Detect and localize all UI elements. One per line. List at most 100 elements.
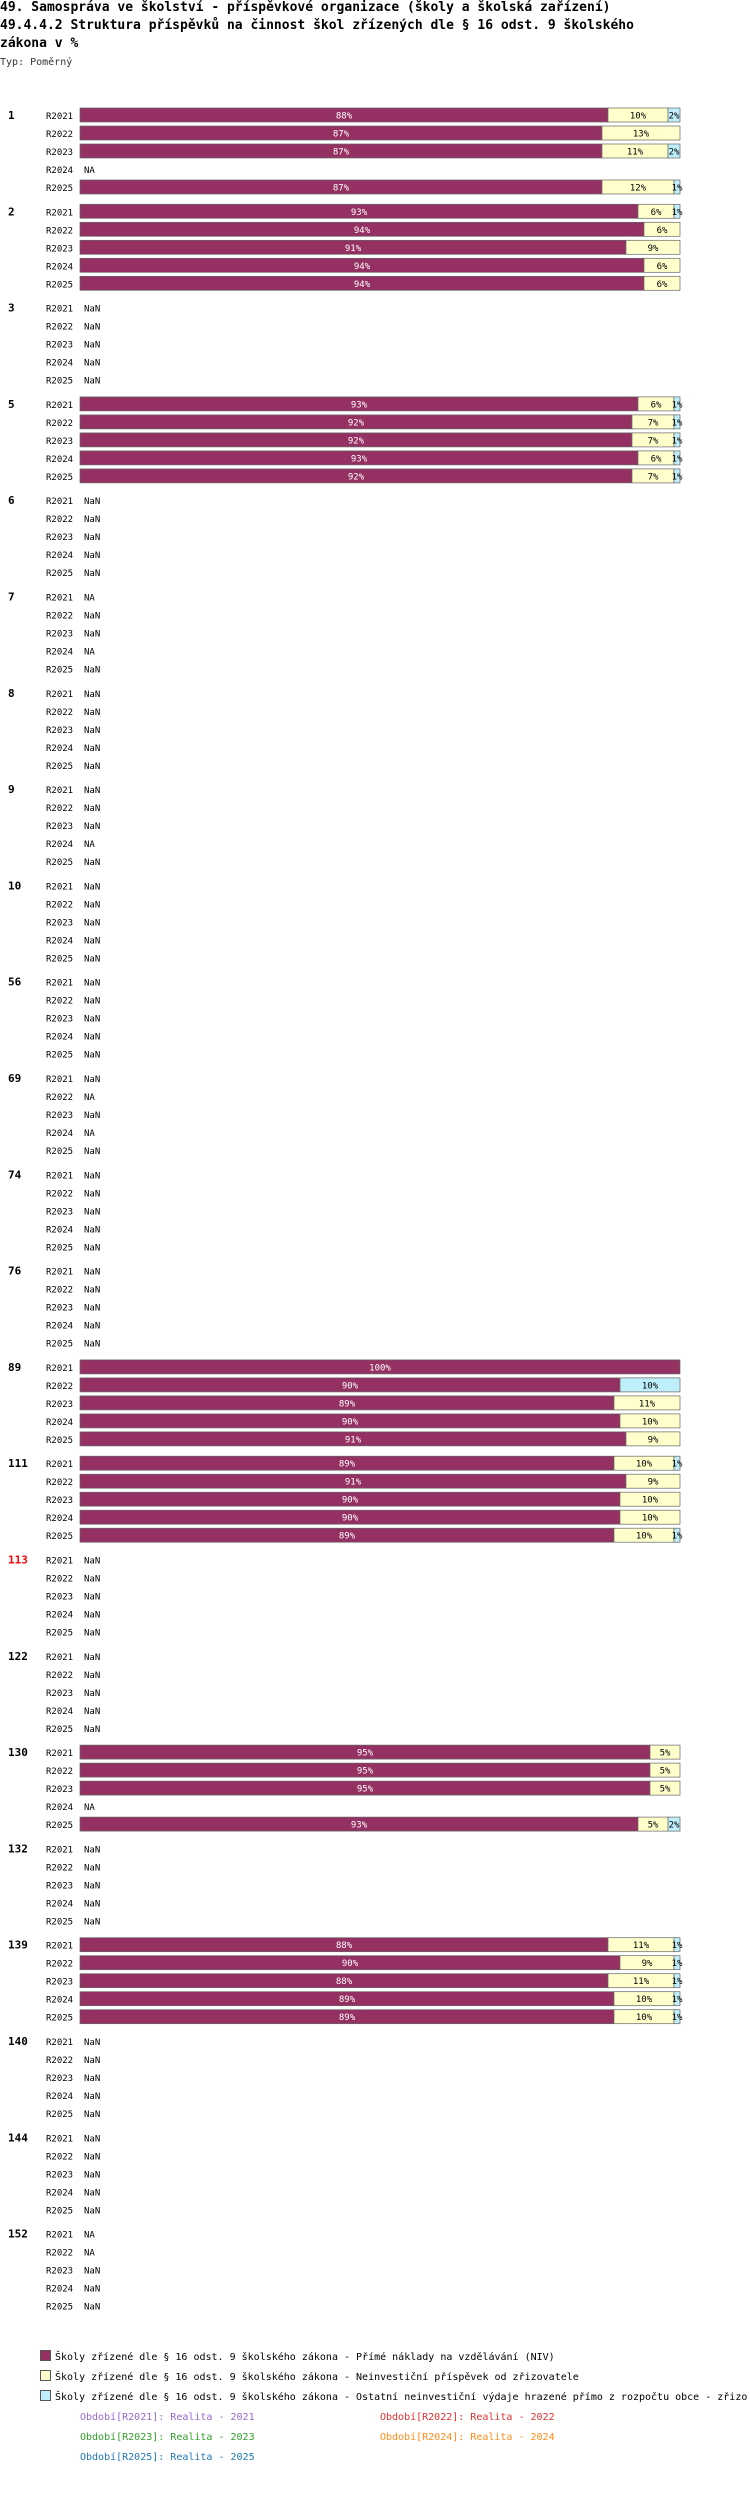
row-year-label: R2022 [46, 2152, 73, 2162]
row-year-label: R2022 [46, 515, 73, 525]
row-year-label: R2021 [46, 1075, 73, 1085]
bar-value-label: 1% [672, 208, 683, 218]
row-na-label: NaN [84, 323, 100, 333]
row-na-label: NaN [84, 1340, 100, 1350]
row-year-label: R2024 [46, 166, 73, 176]
row-na-label: NaN [84, 1845, 100, 1855]
row-year-label: R2022 [46, 130, 73, 140]
row-na-label: NaN [84, 612, 100, 622]
row-year-label: R2022 [46, 2249, 73, 2259]
row-year-label: R2023 [46, 1015, 73, 1025]
row-year-label: R2023 [46, 630, 73, 640]
row-year-label: R2023 [46, 1207, 73, 1217]
bar-value-label: 7% [648, 418, 659, 428]
row-year-label: R2025 [46, 1340, 73, 1350]
row-year-label: R2021 [46, 2231, 73, 2241]
group-label: 122 [8, 1650, 28, 1663]
bar-segment [643, 275, 681, 291]
row-year-label: R2022 [46, 1767, 73, 1777]
bar-value-label: 92% [348, 436, 365, 446]
bar-segment [673, 1455, 681, 1471]
row-year-label: R2022 [46, 226, 73, 236]
row-year-label: R2024 [46, 2092, 73, 2102]
legend-swatch [40, 2370, 51, 2381]
period-label: Období[R2025]: Realita - 2025 [80, 2452, 255, 2463]
group-label: 5 [8, 398, 15, 411]
bar-segment [619, 1377, 681, 1393]
row-year-label: R2025 [46, 762, 73, 772]
row-year-label: R2023 [46, 437, 73, 447]
row-year-label: R2021 [46, 1653, 73, 1663]
bar-value-label: 2% [669, 148, 680, 158]
row-na-label: NaN [84, 762, 100, 772]
row-year-label: R2021 [46, 1171, 73, 1181]
row-year-label: R2021 [46, 882, 73, 892]
bar-value-label: 10% [642, 1381, 659, 1391]
row-na-label: NaN [84, 1304, 100, 1314]
row-year-label: R2024 [46, 1322, 73, 1332]
row-year-label: R2023 [46, 1593, 73, 1603]
group-label: 8 [8, 687, 15, 700]
group-label: 56 [8, 976, 22, 989]
row-year-label: R2023 [46, 1496, 73, 1506]
bar-segment [649, 1762, 681, 1778]
bar-value-label: 89% [339, 1532, 356, 1542]
bar-value-label: 94% [354, 262, 371, 272]
row-na-label: NaN [84, 2303, 100, 2313]
row-na-label: NaN [84, 1189, 100, 1199]
row-na-label: NaN [84, 726, 100, 736]
row-year-label: R2025 [46, 1436, 73, 1446]
row-year-label: R2024 [46, 936, 73, 946]
bar-value-label: 10% [636, 1460, 653, 1470]
row-year-label: R2025 [46, 473, 73, 483]
row-na-label: NA [84, 594, 95, 604]
row-year-label: R2022 [46, 997, 73, 1007]
row-na-label: NA [84, 2231, 95, 2241]
group-label: 111 [8, 1457, 28, 1470]
row-year-label: R2023 [46, 918, 73, 928]
row-year-label: R2023 [46, 1111, 73, 1121]
bar-value-label: 90% [342, 1417, 359, 1427]
row-na-label: NA [84, 840, 95, 850]
bar-value-label: 11% [633, 1941, 650, 1951]
row-year-label: R2024 [46, 1514, 73, 1524]
bar-value-label: 10% [630, 112, 647, 122]
period-label: Období[R2024]: Realita - 2024 [380, 2432, 555, 2443]
bar-segment [625, 1431, 681, 1447]
row-na-label: NaN [84, 744, 100, 754]
row-na-label: NaN [84, 569, 100, 579]
row-year-label: R2023 [46, 2074, 73, 2084]
row-na-label: NaN [84, 1653, 100, 1663]
bar-value-label: 93% [351, 400, 368, 410]
row-na-label: NaN [84, 1671, 100, 1681]
row-year-label: R2024 [46, 359, 73, 369]
row-year-label: R2022 [46, 1671, 73, 1681]
bar-value-label: 1% [672, 454, 683, 464]
row-na-label: NaN [84, 1899, 100, 1909]
row-na-label: NaN [84, 900, 100, 910]
row-year-label: R2022 [46, 323, 73, 333]
row-year-label: R2022 [46, 1189, 73, 1199]
row-year-label: R2024 [46, 1225, 73, 1235]
row-year-label: R2025 [46, 1917, 73, 1927]
bar-segment [649, 1744, 681, 1760]
row-year-label: R2024 [46, 648, 73, 658]
row-year-label: R2024 [46, 1996, 73, 2006]
bar-value-label: 5% [660, 1767, 671, 1777]
row-na-label: NaN [84, 1917, 100, 1927]
row-na-label: NA [84, 648, 95, 658]
row-year-label: R2021 [46, 2038, 73, 2048]
row-year-label: R2025 [46, 2206, 73, 2216]
row-na-label: NaN [84, 1111, 100, 1121]
row-na-label: NaN [84, 1243, 100, 1253]
group-label: 2 [8, 205, 15, 218]
bar-value-label: 11% [639, 1399, 656, 1409]
row-na-label: NaN [84, 786, 100, 796]
row-year-label: R2021 [46, 112, 73, 122]
row-year-label: R2025 [46, 666, 73, 676]
row-year-label: R2022 [46, 804, 73, 814]
bar-segment [619, 1509, 681, 1525]
bar-value-label: 11% [627, 148, 644, 158]
row-year-label: R2021 [46, 1268, 73, 1278]
bar-value-label: 10% [642, 1514, 659, 1524]
